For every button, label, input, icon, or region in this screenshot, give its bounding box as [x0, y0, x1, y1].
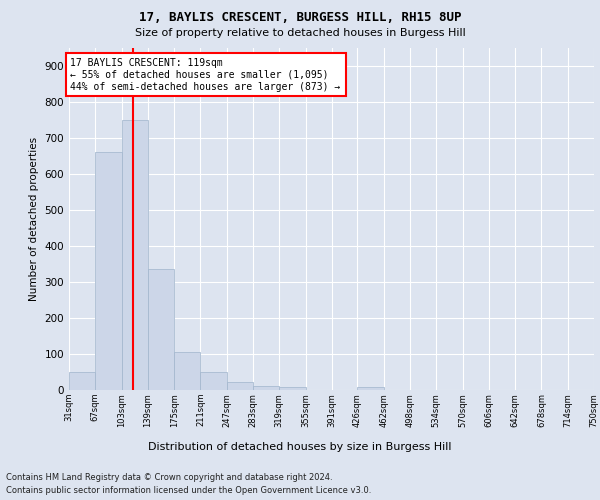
Bar: [358, 387, 384, 390]
Bar: [279, 387, 305, 390]
Bar: [148, 269, 174, 390]
Bar: [174, 352, 200, 390]
Bar: [95, 152, 122, 390]
Text: 17, BAYLIS CRESCENT, BURGESS HILL, RH15 8UP: 17, BAYLIS CRESCENT, BURGESS HILL, RH15 …: [139, 11, 461, 24]
Text: Contains public sector information licensed under the Open Government Licence v3: Contains public sector information licen…: [6, 486, 371, 495]
Bar: [69, 372, 95, 390]
Bar: [227, 382, 253, 390]
Text: 17 BAYLIS CRESCENT: 119sqm
← 55% of detached houses are smaller (1,095)
44% of s: 17 BAYLIS CRESCENT: 119sqm ← 55% of deta…: [70, 58, 341, 92]
Bar: [253, 386, 279, 390]
Text: Distribution of detached houses by size in Burgess Hill: Distribution of detached houses by size …: [148, 442, 452, 452]
Bar: [200, 372, 227, 390]
Text: Size of property relative to detached houses in Burgess Hill: Size of property relative to detached ho…: [134, 28, 466, 38]
Text: Contains HM Land Registry data © Crown copyright and database right 2024.: Contains HM Land Registry data © Crown c…: [6, 472, 332, 482]
Y-axis label: Number of detached properties: Number of detached properties: [29, 136, 39, 301]
Bar: [122, 120, 148, 390]
